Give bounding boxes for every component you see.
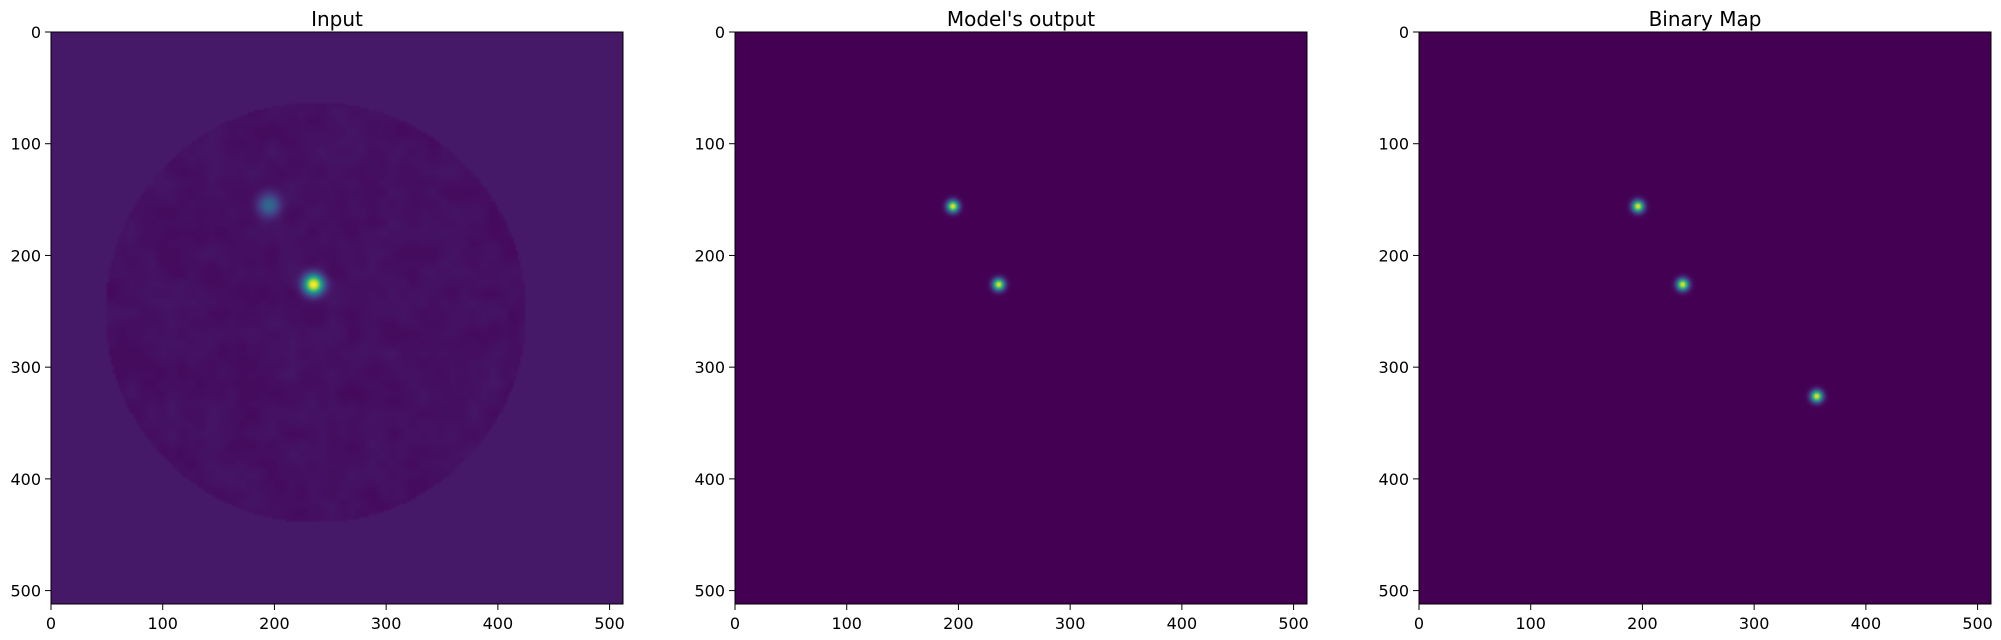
- y-tick-label: 0: [31, 23, 41, 42]
- x-tick-label: 500: [1962, 614, 1993, 633]
- y-tick-label: 400: [694, 470, 725, 489]
- y-tick-label: 400: [1378, 470, 1409, 489]
- axes-frame: [50, 31, 624, 605]
- x-tick-label: 400: [1851, 614, 1882, 633]
- heatmap-image: [735, 32, 1307, 604]
- y-tick-label: 400: [10, 470, 41, 489]
- y-tick-label: 100: [10, 135, 41, 154]
- x-tick-label: 300: [371, 614, 402, 633]
- y-tick-label: 300: [694, 358, 725, 377]
- axes-frame: [1418, 31, 1992, 605]
- panel-title: Input: [311, 7, 363, 31]
- axes-frame: [734, 31, 1308, 605]
- x-tick-label: 400: [1167, 614, 1198, 633]
- x-tick-label: 100: [831, 614, 862, 633]
- x-tick-label: 500: [1278, 614, 1309, 633]
- panel-title: Binary Map: [1649, 7, 1762, 31]
- x-tick-label: 0: [730, 614, 740, 633]
- heatmap-image: [1419, 32, 1991, 604]
- panel-1: Input 0 100 200 300 400 500 0 100 200 300 400 500: [10, 7, 624, 633]
- y-tick-label: 300: [1378, 358, 1409, 377]
- x-tick-label: 100: [147, 614, 178, 633]
- panel-title: Model's output: [947, 7, 1095, 31]
- y-tick-label: 0: [1399, 23, 1409, 42]
- y-tick-label: 300: [10, 358, 41, 377]
- x-tick-label: 400: [483, 614, 514, 633]
- panel-2: Model's output 0 100 200 300 400 500 0 100 200 300…: [694, 7, 1308, 633]
- x-tick-label: 300: [1055, 614, 1086, 633]
- y-tick-label: 100: [694, 135, 725, 154]
- y-tick-label: 200: [694, 246, 725, 265]
- x-tick-label: 100: [1515, 614, 1546, 633]
- x-tick-label: 300: [1739, 614, 1770, 633]
- y-tick-label: 200: [10, 246, 41, 265]
- x-tick-label: 500: [594, 614, 625, 633]
- heatmap-image: [51, 32, 623, 604]
- x-tick-label: 0: [46, 614, 56, 633]
- y-tick-label: 100: [1378, 135, 1409, 154]
- y-tick-label: 500: [1378, 582, 1409, 601]
- y-tick-label: 500: [10, 582, 41, 601]
- x-tick-label: 200: [1627, 614, 1658, 633]
- x-tick-label: 200: [943, 614, 974, 633]
- x-tick-label: 200: [259, 614, 290, 633]
- y-tick-label: 500: [694, 582, 725, 601]
- y-tick-label: 0: [715, 23, 725, 42]
- panel-3: Binary Map 0 100 200 300 400 500 0 100 200 300 400 5…: [1378, 7, 1992, 633]
- y-tick-label: 200: [1378, 246, 1409, 265]
- x-tick-label: 0: [1414, 614, 1424, 633]
